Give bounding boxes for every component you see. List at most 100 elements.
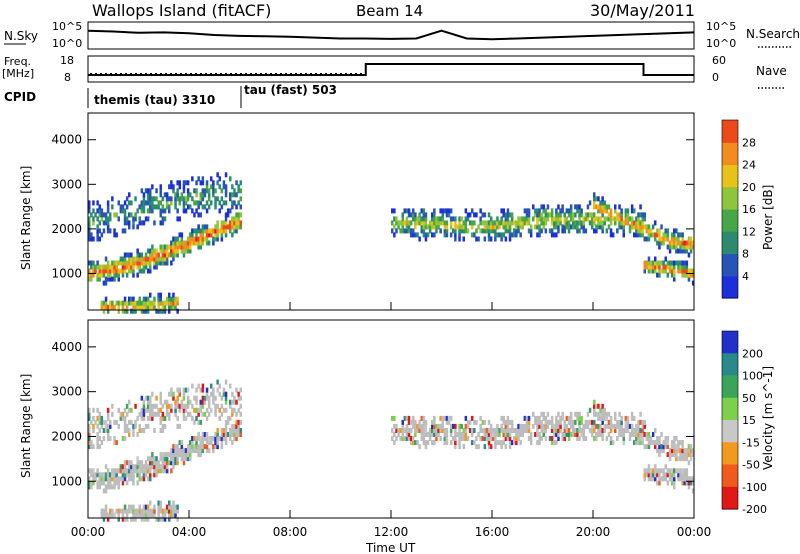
velocity-cell: [668, 468, 672, 474]
power-cell: [532, 204, 535, 210]
power-cell: [555, 220, 558, 226]
velocity-cell: [483, 432, 487, 437]
power-cell: [668, 240, 672, 246]
power-cell: [168, 296, 171, 302]
power-cell: [572, 224, 575, 230]
power-cell: [656, 264, 659, 270]
velocity-cell: [675, 456, 678, 462]
power-cell: [92, 268, 95, 274]
velocity-cell: [214, 411, 217, 417]
power-cell: [433, 212, 436, 218]
velocity-cell: [125, 468, 129, 474]
power-cell: [136, 300, 139, 306]
power-cell: [487, 236, 491, 242]
power-cell: [197, 244, 200, 250]
velocity-cell: [464, 423, 468, 429]
velocity-cell: [121, 516, 125, 522]
velocity-cell: [654, 464, 657, 470]
power-cell: [658, 260, 661, 266]
velocity-cell: [130, 508, 133, 514]
power-cell: [146, 248, 150, 254]
power-cell: [104, 256, 108, 262]
velocity-cell: [130, 419, 133, 425]
power-cell: [433, 208, 436, 214]
velocity-cell: [508, 444, 512, 450]
power-cell: [235, 220, 238, 226]
velocity-cell: [132, 516, 135, 522]
velocity-cell: [656, 472, 659, 478]
velocity-cell: [593, 407, 596, 413]
velocity-cell: [191, 448, 194, 454]
velocity-cell: [98, 472, 101, 478]
velocity-cell: [498, 432, 501, 437]
velocity-cell: [656, 440, 659, 446]
velocity-cell: [153, 472, 156, 478]
power-cell: [658, 244, 661, 250]
velocity-cell: [647, 432, 651, 437]
velocity-cell: [106, 516, 110, 522]
velocity-cell: [673, 448, 676, 454]
power-cell: [489, 224, 493, 230]
velocity-cell: [222, 432, 226, 437]
power-cell: [102, 264, 106, 270]
velocity-cell: [151, 460, 154, 466]
velocity-cell: [142, 516, 146, 522]
power-cell: [635, 220, 638, 226]
velocity-cell: [607, 432, 611, 437]
power-cell: [510, 232, 514, 238]
velocity-cell: [100, 423, 104, 429]
velocity-cell: [128, 432, 131, 437]
power-cell: [681, 260, 684, 266]
velocity-cell: [224, 391, 228, 397]
power-cell: [142, 296, 146, 302]
power-cell: [670, 232, 674, 238]
velocity-cell: [195, 440, 198, 446]
velocity-cell: [443, 436, 447, 441]
velocity-cell: [142, 411, 146, 417]
power-cell: [689, 236, 693, 242]
power-cell: [201, 192, 205, 198]
power-cell: [456, 224, 459, 230]
power-cell: [233, 188, 236, 194]
velocity-cell: [681, 448, 684, 454]
power-cell: [117, 276, 120, 282]
velocity-cell: [687, 484, 691, 490]
velocity-cell: [224, 379, 228, 385]
power-cell: [182, 200, 186, 206]
velocity-cell: [163, 456, 167, 462]
power-cell: [489, 228, 493, 234]
power-cell: [201, 236, 205, 242]
power-cell: [639, 204, 642, 210]
power-cell: [433, 232, 436, 238]
power-cell: [609, 212, 613, 218]
velocity-cell: [563, 432, 566, 437]
power-cell: [605, 208, 609, 214]
power-cell: [216, 228, 219, 234]
power-cell: [578, 216, 581, 222]
power-cell: [165, 196, 169, 202]
power-cell: [433, 216, 436, 222]
velocity-cell: [502, 415, 505, 421]
power-cell: [529, 232, 533, 238]
velocity-cell: [205, 387, 209, 393]
velocity-cell: [125, 460, 129, 466]
power-cell: [502, 220, 505, 226]
velocity-cell: [401, 419, 404, 425]
velocity-cell: [132, 508, 135, 514]
power-cell: [464, 224, 468, 230]
power-cell: [146, 192, 150, 198]
power-cell: [237, 184, 240, 190]
velocity-cell: [641, 423, 644, 429]
power-cell: [212, 236, 215, 242]
power-cell: [88, 268, 91, 274]
power-cell: [199, 228, 202, 234]
velocity-cell: [460, 436, 463, 441]
velocity-cell: [677, 468, 680, 474]
power-cell: [689, 244, 693, 250]
velocity-cell: [513, 428, 516, 433]
velocity-cell: [624, 415, 628, 421]
power-colorbar-swatch: [722, 120, 738, 143]
velocity-cell: [487, 436, 491, 441]
velocity-cell: [161, 512, 165, 518]
velocity-cell: [197, 383, 200, 389]
